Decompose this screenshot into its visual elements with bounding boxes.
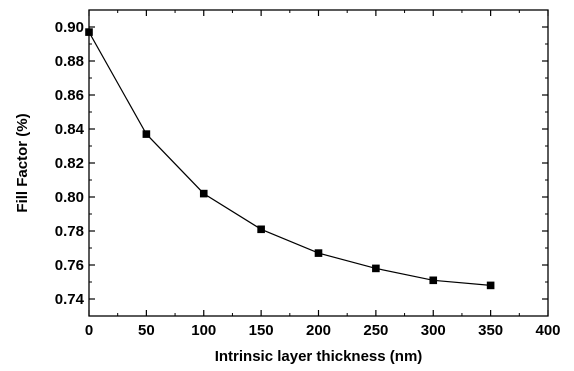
x-axis-ticks: 0 50 100 150 200 250 300 350 400 — [85, 10, 561, 339]
plot-border — [88, 9, 549, 317]
y-tick-label: 0.86 — [55, 87, 84, 104]
plot-frame — [88, 9, 549, 317]
x-tick-label: 0 — [85, 322, 93, 339]
x-tick-label: 300 — [421, 322, 446, 339]
x-axis-title: Intrinsic layer thickness (nm) — [215, 348, 423, 365]
x-tick-label: 150 — [249, 322, 274, 339]
y-tick-label: 0.74 — [55, 291, 85, 308]
y-tick-label: 0.80 — [55, 189, 84, 206]
y-axis-title: Fill Factor (%) — [14, 113, 31, 212]
data-point — [314, 249, 323, 257]
series-line — [88, 31, 491, 286]
data-point — [429, 276, 438, 285]
x-tick-label: 50 — [138, 322, 155, 339]
x-tick-label: 400 — [535, 322, 560, 339]
y-tick-label: 0.76 — [55, 257, 84, 274]
data-point — [486, 281, 495, 290]
x-tick-label: 350 — [478, 322, 503, 339]
y-tick-label: 0.84 — [55, 121, 85, 138]
data-point — [142, 130, 151, 138]
series-line-group — [88, 31, 491, 286]
x-tick-label: 200 — [306, 322, 331, 339]
data-point — [257, 225, 265, 234]
y-axis-ticks: 0.74 0.76 0.78 0.80 0.82 0.84 0.86 0.88 0.90 — [55, 9, 548, 317]
data-point — [85, 28, 93, 36]
series-points-group — [85, 28, 495, 290]
y-tick-label: 0.90 — [55, 19, 84, 36]
y-tick-label: 0.78 — [55, 223, 84, 240]
x-tick-label: 250 — [363, 322, 388, 339]
x-tick-label: 100 — [191, 322, 216, 339]
data-point — [372, 264, 380, 273]
y-tick-label: 0.88 — [55, 53, 84, 70]
data-point — [199, 189, 208, 198]
y-tick-label: 0.82 — [55, 155, 84, 172]
